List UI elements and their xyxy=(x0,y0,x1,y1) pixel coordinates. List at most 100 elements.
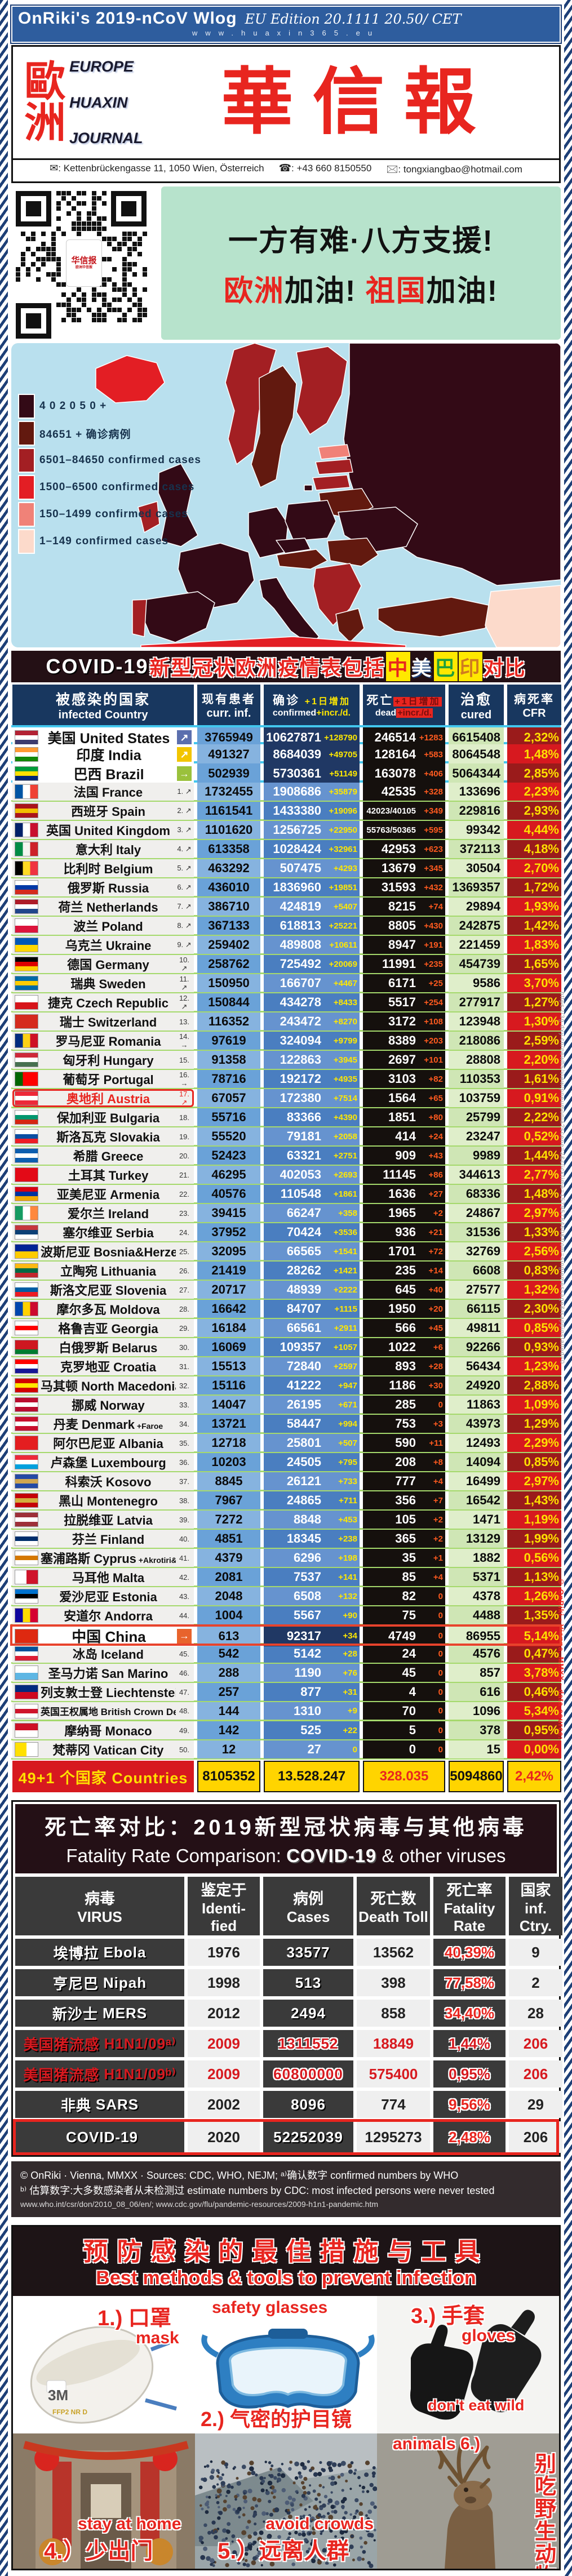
cured-cell: 12493 xyxy=(449,1434,504,1452)
cured-cell: 454739 xyxy=(449,955,504,973)
country-flag-icon xyxy=(15,1474,38,1489)
cured-cell: 5371 xyxy=(449,1568,504,1586)
confirmed-cell: 48939 +2222 xyxy=(264,1281,360,1299)
rank-label: 24. xyxy=(179,1228,190,1237)
dead-value: 1564 xyxy=(388,1091,416,1105)
country-name: 英国王权属地 British Crown Dependencies xyxy=(41,1707,176,1717)
dead-daily-increase: 0 xyxy=(438,1649,443,1659)
table-row: 爱沙尼亚 Estonia 43. 2048 6508 +132 82 0 4378 1,26% xyxy=(11,1587,561,1606)
country-name: 黑山 Montenegro xyxy=(59,1494,158,1508)
cfr-cell: 0,85% xyxy=(507,1453,561,1471)
map-legend: 4 0 2 0 5 0 + 84651 + 确诊病例 6501–84650 conf… xyxy=(18,394,201,556)
confirmed-value: 507475 xyxy=(280,861,321,875)
dead-daily-increase: +430 xyxy=(424,921,443,931)
confirmed-cell: 1908686 +35879 xyxy=(264,783,360,801)
rank-label: 13. xyxy=(179,1017,190,1026)
rank-label: 23. xyxy=(179,1209,190,1218)
virus-name-en: H1N1/09ᵇ⁾ xyxy=(104,2065,176,2082)
dead-cell: 414 +24 xyxy=(363,1127,445,1145)
current-infected-cell: 613358 xyxy=(197,840,260,858)
dead-cell: 75 0 xyxy=(363,1606,445,1624)
country-name: 阿尔巴尼亚 Albania xyxy=(53,1437,163,1451)
current-infected-cell: 613 xyxy=(197,1625,260,1646)
confirmed-cell: 41222 +947 xyxy=(264,1376,360,1394)
virus-identified: 2009 xyxy=(188,2060,260,2088)
goggles-card: safety glasses 2.) 气密的护目镜 xyxy=(195,2296,377,2433)
country-cell: 希腊 Greece 20. xyxy=(12,1147,194,1165)
dead-daily-increase: +82 xyxy=(428,1074,443,1084)
confirmed-value: 25801 xyxy=(286,1436,321,1450)
table-row: 拉脱维亚 Latvia 39. 7272 8848 +453 105 +2 1471 1,19% xyxy=(11,1511,561,1530)
virus-row: 非典 SARS 2002 8096 774 9,56% 29 xyxy=(15,2091,562,2118)
virus-fatality-rate: 0,95% xyxy=(433,2060,506,2088)
country-flag-icon xyxy=(15,823,38,837)
virus-fatality-rate: 34,40% xyxy=(433,2000,506,2027)
cfr-cell: 0,47% xyxy=(507,1645,561,1663)
confirmed-daily-increase: +2058 xyxy=(333,1131,357,1142)
virus-deaths: 18849 xyxy=(357,2030,430,2057)
totals-confirmed: 13.528.247 xyxy=(264,1761,360,1792)
dead-daily-increase: +3 xyxy=(433,1419,443,1429)
confirmed-value: 83366 xyxy=(286,1110,321,1124)
europe-map: 4 0 2 0 5 0 + 84651 + 确诊病例 6501–84650 conf… xyxy=(11,343,561,647)
dead-daily-increase: +25 xyxy=(428,978,443,988)
table-row: 波兰 Poland 8. ↗ 367133 618813 +25221 8805 +430 2… xyxy=(11,917,561,936)
rank-label: 22. xyxy=(179,1189,190,1198)
cfr-cell: 1,32% xyxy=(507,1281,561,1299)
dead-cell: 3172 +108 xyxy=(363,1012,445,1031)
qr-code[interactable]: 华信报 欧洲华信报 xyxy=(11,186,157,340)
website-url[interactable]: www.huaxin365.eu xyxy=(192,29,380,37)
confirmed-daily-increase: +2222 xyxy=(333,1285,357,1295)
dead-cell: 13679 +345 xyxy=(363,859,445,877)
dead-value: 163078 xyxy=(374,766,416,780)
confirmed-daily-increase: +19096 xyxy=(329,806,357,816)
country-name: 丹麦 Denmark +Faroe xyxy=(53,1418,163,1432)
dead-daily-increase: +349 xyxy=(424,806,443,816)
dead-cell: 1186 +30 xyxy=(363,1376,445,1394)
cured-cell: 123948 xyxy=(449,1012,504,1031)
virus-name-en: H1N1/09ᵃ⁾ xyxy=(104,2035,176,2052)
country-cell: 格鲁吉亚 Georgia 29. xyxy=(12,1319,194,1337)
dead-daily-increase: 0 xyxy=(438,1744,443,1755)
legend-entry: 1–149 confirmed cases xyxy=(18,529,201,554)
cfr-cell: 2,97% xyxy=(507,1204,561,1222)
cured-cell: 24920 xyxy=(449,1376,504,1394)
country-name: 斯洛瓦克 Slovakia xyxy=(56,1130,160,1144)
current-infected-cell: 288 xyxy=(197,1664,260,1682)
totals-dead: 328.035 xyxy=(363,1761,445,1792)
rank-label: 4. ↗ xyxy=(177,845,192,853)
cfr-cell: 4,44% xyxy=(507,821,561,839)
country-flag-icon xyxy=(15,1359,38,1374)
virus-deaths: 575400 xyxy=(357,2060,430,2088)
virus-name: COVID-19 xyxy=(15,2121,184,2153)
confirmed-value: 8848 xyxy=(294,1512,321,1526)
phone-number[interactable]: +43 660 8150550 xyxy=(296,163,372,174)
confirmed-daily-increase: +31 xyxy=(343,1687,357,1697)
email-address[interactable]: tongxiangbao@hotmail.com xyxy=(403,164,522,175)
confirmed-value: 70424 xyxy=(286,1225,321,1239)
country-flag-icon xyxy=(15,1206,38,1220)
dead-daily-increase: 0 xyxy=(438,1400,443,1410)
table-row: 列支敦士登 Liechtenstein 47. 257 877 +31 4 0 616 0,46… xyxy=(11,1683,561,1702)
country-name-suffix: +Akrotiri&Dhekelia xyxy=(138,1556,176,1565)
confirmed-value: 41222 xyxy=(286,1378,321,1392)
virus-name: 亨尼巴 Nipah xyxy=(15,1969,184,1996)
cfr-cell: 5,34% xyxy=(507,1702,561,1720)
dead-value: 35 xyxy=(402,1551,416,1565)
slogan-line1: 一方有难·八方支援! xyxy=(228,225,494,257)
country-flag-icon xyxy=(15,1416,38,1431)
country-name: 俄罗斯 Russia xyxy=(67,881,149,895)
rank-label: 3. ↗ xyxy=(177,825,192,834)
cured-cell: 16542 xyxy=(449,1491,504,1509)
dead-daily-increase: +203 xyxy=(424,1036,443,1046)
cured-cell: 49811 xyxy=(449,1319,504,1337)
confirmed-daily-increase: +128790 xyxy=(324,732,357,743)
country-name: 马其顿 North Macedonia xyxy=(41,1379,176,1393)
rank-label: 28. xyxy=(179,1304,190,1313)
current-infected-cell: 436010 xyxy=(197,878,260,896)
country-name: 白俄罗斯 Belarus xyxy=(59,1341,158,1355)
col-header-confirmed: 确诊 +1日增加 confirmed+incr./d. xyxy=(264,685,360,725)
current-infected-cell: 257 xyxy=(197,1683,260,1701)
goggles-image xyxy=(201,2329,375,2409)
wild-animals-vertical-label: 别吃野生动物 xyxy=(534,2453,556,2569)
